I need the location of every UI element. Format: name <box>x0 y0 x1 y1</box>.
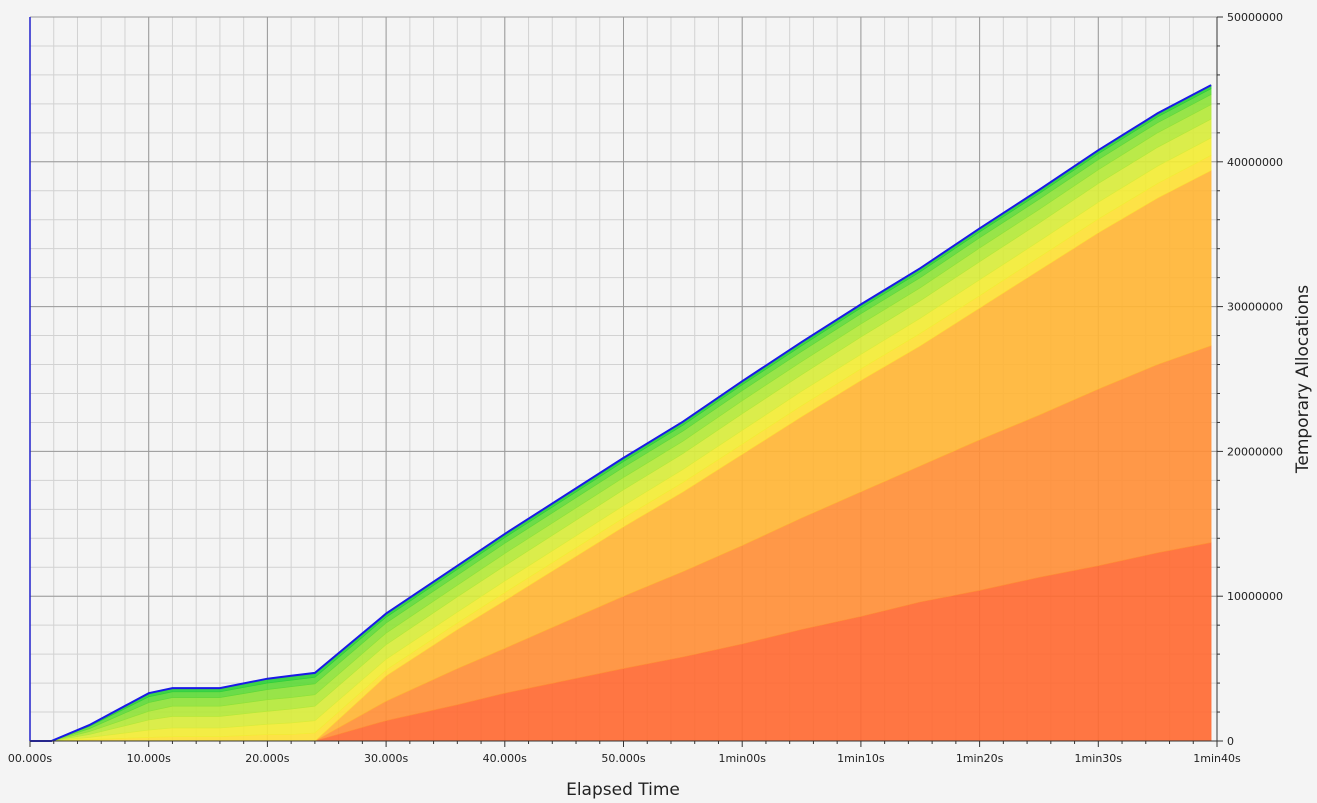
y-axis-title: Temporary Allocations <box>1293 285 1313 474</box>
x-tick-label: 1min20s <box>956 752 1004 765</box>
y-tick-label: 20000000 <box>1227 445 1283 458</box>
x-tick-label: 40.000s <box>483 752 527 765</box>
x-tick-label: 1min40s <box>1193 752 1241 765</box>
y-tick-label: 50000000 <box>1227 11 1283 24</box>
x-axis-ticks: 00.000s 10.000s 20.000s 30.000s 40.000s 50.00… <box>8 741 1241 765</box>
y-axis-ticks: 0 10000000 20000000 30000000 40000000 5000000… <box>1217 11 1283 748</box>
x-axis-title: Elapsed Time <box>566 780 680 799</box>
x-tick-label: 00.000s <box>8 752 52 765</box>
total-outline <box>30 84 1212 742</box>
x-tick-label: 1min30s <box>1075 752 1123 765</box>
x-tick-label: 10.000s <box>127 752 171 765</box>
y-tick-label: 30000000 <box>1227 301 1283 314</box>
y-tick-label: 40000000 <box>1227 156 1283 169</box>
total-outline-line <box>30 84 1212 742</box>
x-tick-label: 1min00s <box>718 752 766 765</box>
x-tick-label: 50.000s <box>601 752 645 765</box>
y-tick-label: 0 <box>1227 735 1234 748</box>
stacked-area-series <box>30 84 1212 742</box>
x-tick-label: 1min10s <box>837 752 885 765</box>
y-tick-label: 10000000 <box>1227 590 1283 603</box>
x-tick-label: 20.000s <box>245 752 289 765</box>
x-tick-label: 30.000s <box>364 752 408 765</box>
